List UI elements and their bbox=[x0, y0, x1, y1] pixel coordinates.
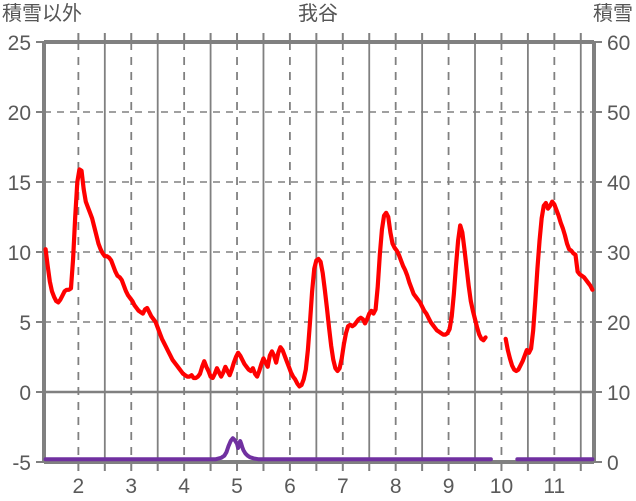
y-tick-label: -5 bbox=[12, 452, 31, 475]
y-tick-label: 20 bbox=[8, 102, 31, 125]
y2-tick-label: 30 bbox=[607, 242, 630, 265]
y-tick-label: 10 bbox=[8, 242, 31, 265]
y2-tick-label: 10 bbox=[607, 382, 630, 405]
y2-tick-label: 0 bbox=[607, 452, 619, 475]
x-tick-label: 10 bbox=[490, 475, 513, 498]
grid-layer bbox=[44, 42, 594, 462]
series-line-0 bbox=[43, 167, 488, 389]
data-series-layer bbox=[43, 167, 595, 462]
chart-title: 我谷 bbox=[298, 3, 338, 25]
x-tick-label: 2 bbox=[73, 475, 85, 498]
axis-tick-labels: -5 0 5 10 15 20 25 0 10 20 30 40 50 60 2 3 4 5 6 7 8 9 10 11 bbox=[8, 32, 631, 498]
y-tick-label: 0 bbox=[19, 382, 31, 405]
right-axis-title: 積雪 bbox=[593, 3, 633, 25]
y-tick-label: 25 bbox=[8, 32, 31, 55]
x-tick-label: 3 bbox=[125, 475, 137, 498]
x-tick-label: 6 bbox=[284, 475, 296, 498]
y2-tick-label: 40 bbox=[607, 172, 630, 195]
x-tick-label: 4 bbox=[178, 475, 190, 498]
x-tick-label: 9 bbox=[443, 475, 455, 498]
x-tick-label: 7 bbox=[337, 475, 349, 498]
left-axis-title: 積雪以外 bbox=[2, 3, 82, 25]
y2-tick-label: 20 bbox=[607, 312, 630, 335]
y2-tick-label: 50 bbox=[607, 102, 630, 125]
y-tick-label: 15 bbox=[8, 172, 31, 195]
series-line-2 bbox=[43, 436, 493, 462]
series-line-1 bbox=[503, 199, 595, 374]
tick-marks bbox=[36, 33, 602, 471]
y2-tick-label: 60 bbox=[607, 32, 630, 55]
x-tick-label: 8 bbox=[390, 475, 402, 498]
y-tick-label: 5 bbox=[19, 312, 31, 335]
x-tick-label: 11 bbox=[543, 475, 565, 498]
x-tick-label: 5 bbox=[231, 475, 243, 498]
